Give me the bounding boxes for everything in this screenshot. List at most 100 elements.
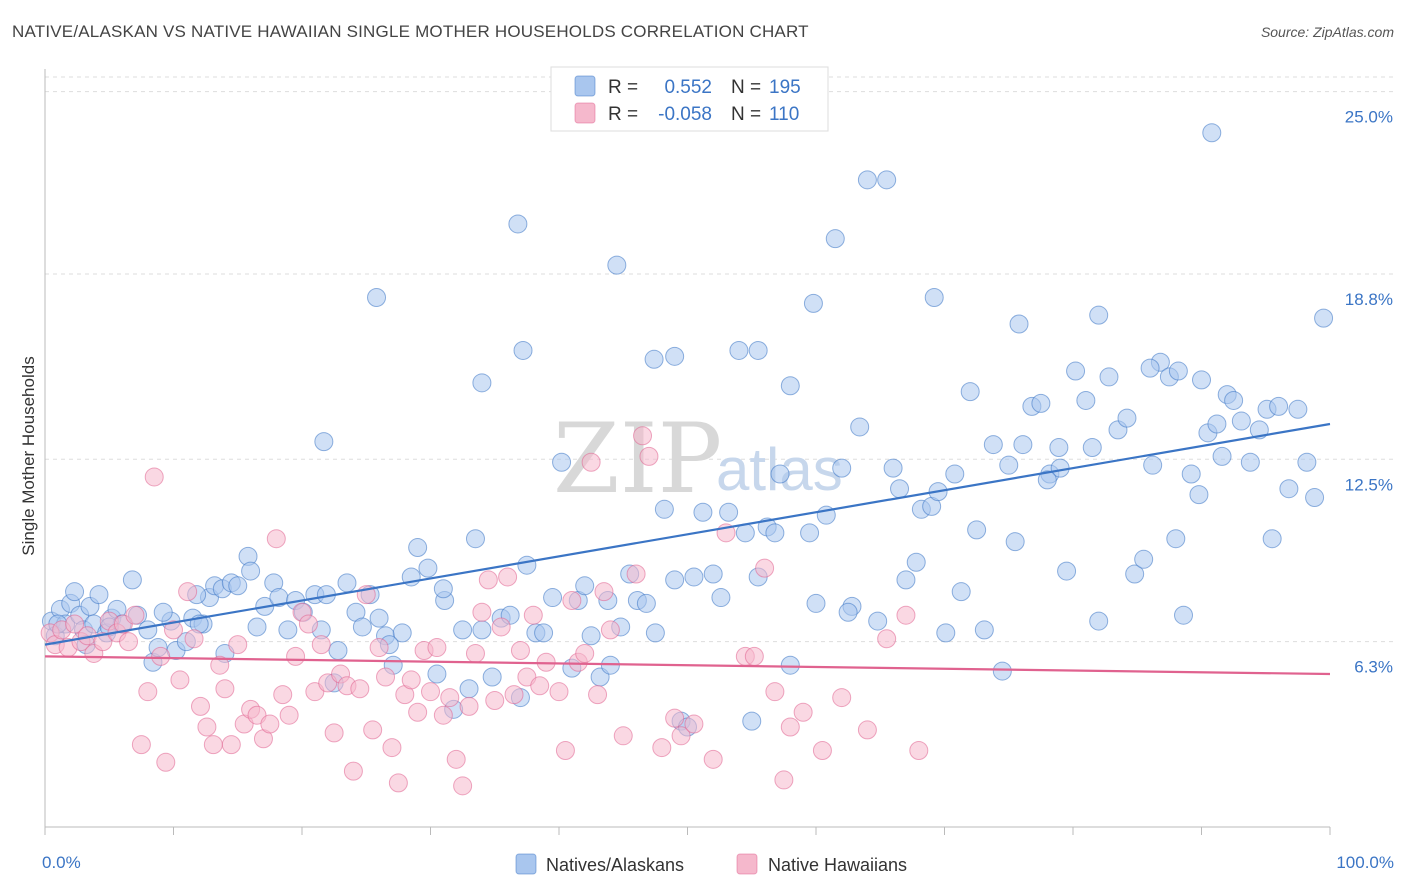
data-point — [1143, 455, 1163, 475]
data-point — [485, 691, 505, 711]
y-tick-label: 12.5% — [1345, 475, 1393, 494]
data-point — [144, 467, 164, 487]
series-native-hawaiians — [40, 426, 929, 796]
legend-r-label-2: R = — [608, 104, 638, 125]
data-point — [613, 726, 633, 746]
axes — [44, 69, 1331, 835]
data-point — [693, 502, 713, 522]
data-point — [896, 570, 916, 590]
data-point — [1269, 396, 1289, 416]
legend-swatch-pink — [574, 102, 596, 124]
data-point — [363, 720, 383, 740]
data-point — [562, 590, 582, 610]
data-point — [278, 620, 298, 640]
data-point — [453, 776, 473, 796]
data-point — [203, 735, 223, 755]
data-point — [1231, 411, 1251, 431]
data-point — [1240, 452, 1260, 472]
data-point — [376, 667, 396, 687]
data-point — [459, 696, 479, 716]
data-point — [1297, 452, 1317, 472]
data-point — [883, 458, 903, 478]
data-point — [1125, 564, 1145, 584]
data-point — [806, 593, 826, 613]
data-point — [868, 611, 888, 631]
data-point — [388, 773, 408, 793]
data-point — [951, 582, 971, 602]
data-point — [215, 679, 235, 699]
legend-r-value-1: 0.552 — [664, 77, 712, 98]
data-point — [665, 570, 685, 590]
data-point — [780, 376, 800, 396]
data-point — [247, 617, 267, 637]
data-point — [974, 620, 994, 640]
data-point — [279, 705, 299, 725]
series-legend: Natives/Alaskans Native Hawaiians — [515, 853, 907, 875]
legend-n-value-1: 195 — [769, 77, 801, 98]
data-point — [780, 655, 800, 675]
x-tick-label-right: 100.0% — [1336, 853, 1394, 872]
bottom-legend-label-pink: Native Hawaiians — [768, 855, 907, 875]
data-point — [286, 646, 306, 666]
data-point — [800, 523, 820, 543]
data-point — [703, 564, 723, 584]
data-point — [453, 620, 473, 640]
data-point — [401, 670, 421, 690]
data-point — [765, 682, 785, 702]
data-point — [636, 593, 656, 613]
data-point — [228, 576, 248, 596]
data-point — [803, 293, 823, 313]
data-point — [65, 582, 85, 602]
data-point — [314, 432, 334, 452]
legend-n-value-2: 110 — [769, 104, 799, 125]
data-point — [119, 632, 139, 652]
data-point — [850, 417, 870, 437]
data-point — [472, 373, 492, 393]
data-point — [1140, 358, 1160, 378]
data-point — [328, 641, 348, 661]
data-point — [421, 682, 440, 702]
data-point — [156, 752, 176, 772]
data-point — [838, 602, 858, 622]
data-point — [65, 614, 85, 634]
data-point — [1288, 399, 1308, 419]
y-tick-label: 6.3% — [1354, 658, 1393, 677]
data-point — [607, 255, 627, 275]
data-point — [719, 502, 739, 522]
data-point — [1005, 532, 1025, 552]
x-tick-label-left: 0.0% — [42, 853, 81, 872]
data-point — [482, 667, 502, 687]
data-point — [890, 479, 910, 499]
data-point — [311, 635, 331, 655]
data-point — [465, 529, 485, 549]
data-point — [654, 499, 674, 519]
data-point — [446, 749, 466, 769]
data-point — [711, 588, 731, 608]
data-point — [793, 702, 813, 722]
trend-lines — [44, 422, 1331, 676]
data-point — [1305, 488, 1325, 508]
data-point — [832, 688, 852, 708]
data-point — [352, 617, 372, 637]
data-point — [427, 638, 447, 658]
data-point — [178, 582, 198, 602]
data-point — [138, 682, 158, 702]
data-point — [1031, 393, 1051, 413]
data-point — [626, 564, 646, 584]
chart-title: NATIVE/ALASKAN VS NATIVE HAWAIIAN SINGLE… — [12, 22, 809, 41]
y-tick-labels: 6.3% 12.5% 18.8% 25.0% — [1345, 108, 1393, 677]
data-point — [960, 382, 980, 402]
data-point — [644, 349, 664, 369]
data-point — [408, 538, 428, 558]
data-point — [671, 726, 691, 746]
data-point — [684, 567, 704, 587]
data-point — [549, 682, 569, 702]
data-point — [684, 714, 704, 734]
data-point — [241, 561, 261, 581]
data-point — [909, 741, 929, 761]
data-point — [1314, 308, 1334, 328]
data-point — [555, 741, 575, 761]
data-point — [857, 720, 877, 740]
data-point — [744, 646, 764, 666]
